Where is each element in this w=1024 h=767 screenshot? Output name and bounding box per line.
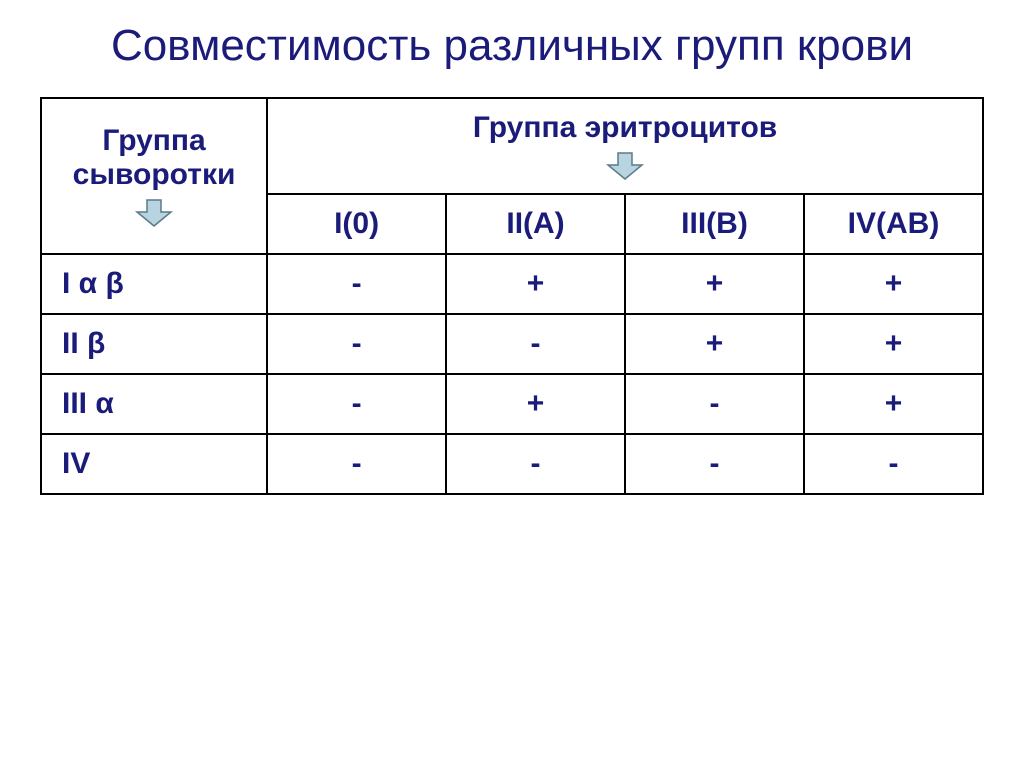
down-arrow-icon	[604, 151, 646, 181]
down-arrow-icon	[133, 198, 175, 228]
cell: +	[804, 374, 983, 434]
compatibility-table: Группа сыворотки Группа эритроцитов I(0)…	[40, 97, 984, 495]
cell: -	[267, 254, 446, 314]
cell: -	[804, 434, 983, 494]
table-row: II β - - + +	[41, 314, 983, 374]
cell: +	[804, 314, 983, 374]
page-title: Совместимость различных групп крови	[40, 20, 984, 73]
cell: +	[625, 314, 804, 374]
cell: -	[267, 374, 446, 434]
table-row: III α - + - +	[41, 374, 983, 434]
erythrocyte-header-label: Группа эритроцитов	[473, 111, 777, 145]
col-header: I(0)	[267, 194, 446, 254]
row-label: I α β	[41, 254, 267, 314]
row-label: III α	[41, 374, 267, 434]
cell: -	[267, 314, 446, 374]
cell: -	[625, 374, 804, 434]
cell: +	[446, 374, 625, 434]
cell: -	[267, 434, 446, 494]
col-header: II(А)	[446, 194, 625, 254]
col-header: IV(АВ)	[804, 194, 983, 254]
cell: +	[804, 254, 983, 314]
table-row: IV - - - -	[41, 434, 983, 494]
row-label: II β	[41, 314, 267, 374]
col-header: III(В)	[625, 194, 804, 254]
erythrocyte-group-header: Группа эритроцитов	[267, 98, 983, 194]
cell: +	[625, 254, 804, 314]
serum-group-header: Группа сыворотки	[41, 98, 267, 254]
cell: -	[446, 314, 625, 374]
table-row: I α β - + + +	[41, 254, 983, 314]
serum-header-label: Группа сыворотки	[50, 124, 258, 192]
cell: -	[625, 434, 804, 494]
cell: -	[446, 434, 625, 494]
cell: +	[446, 254, 625, 314]
row-label: IV	[41, 434, 267, 494]
table-header-row-1: Группа сыворотки Группа эритроцитов	[41, 98, 983, 194]
